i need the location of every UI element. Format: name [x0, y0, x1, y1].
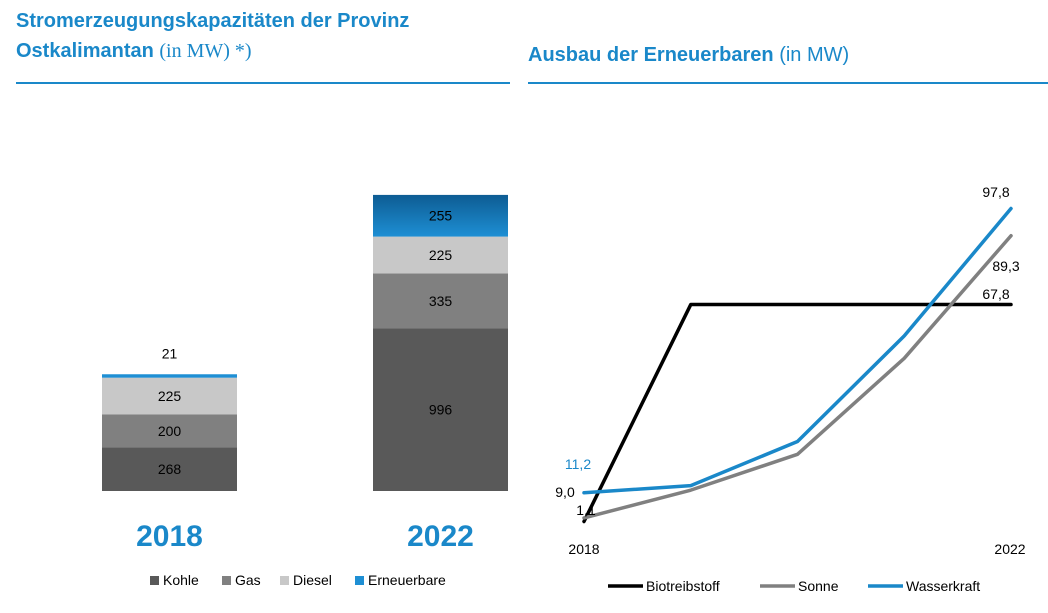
x-tick-label-2022: 2022	[994, 541, 1025, 557]
left-title-unit: (in MW) *)	[159, 40, 252, 62]
left-chart-title: Stromerzeugungskapazitäten der Provinz O…	[16, 6, 496, 66]
bar-kohle-2022	[373, 328, 508, 491]
x-tick-label-2018: 2018	[568, 541, 599, 557]
data-label-sonne-2022: 89,3	[992, 258, 1019, 274]
left-title-rule	[16, 82, 510, 84]
legend-swatch-diesel	[280, 576, 289, 585]
data-label-wasserkraft-2022: 97,8	[982, 184, 1009, 200]
data-label-erneuerbare-2018: 21	[162, 345, 178, 361]
left-title-line1: Stromerzeugungskapazitäten der Provinz	[16, 10, 410, 32]
right-chart-title: Ausbau der Erneuerbaren (in MW)	[528, 40, 1038, 70]
legend-swatch-gas	[222, 576, 231, 585]
data-label-gas-2018: 200	[158, 423, 182, 439]
data-label-kohle-2018: 268	[158, 461, 182, 477]
right-title-unit: (in MW)	[779, 44, 850, 66]
data-label-diesel-2018: 225	[158, 388, 182, 404]
bar-kohle-2018	[102, 447, 237, 491]
legend-label-diesel: Diesel	[293, 572, 332, 588]
legend-label-wasserkraft: Wasserkraft	[906, 578, 980, 594]
category-label-2018: 2018	[136, 520, 203, 553]
line-series-wasserkraft	[582, 206, 1013, 495]
bar-gas-2022	[373, 273, 508, 329]
data-label-gas-2022: 335	[429, 293, 453, 309]
legend-swatch-kohle	[150, 576, 159, 585]
data-label-diesel-2022: 225	[429, 247, 453, 263]
category-label-2022: 2022	[407, 520, 474, 553]
legend-label-biotreibstoff: Biotreibstoff	[646, 578, 720, 594]
bar-diesel-2022	[373, 236, 508, 274]
right-title-text: Ausbau der Erneuerbaren	[528, 44, 774, 66]
legend-swatch-erneuerbare	[355, 576, 364, 585]
legend-label-gas: Gas	[235, 572, 261, 588]
stacked-bar-chart: 268 200 225 21 2018 996 335 225 255 2022 Kohle Gas D…	[102, 194, 508, 588]
line-series-biotreibstoff	[582, 302, 1013, 524]
line-series-sonne	[582, 233, 1013, 520]
legend-label-kohle: Kohle	[163, 572, 199, 588]
data-label-kohle-2022: 996	[429, 402, 453, 418]
right-title-rule	[528, 82, 1048, 84]
bar-erneuerbare-2022	[373, 194, 508, 237]
data-label-biotreibstoff-2022: 67,8	[982, 286, 1009, 302]
annotation-wasserkraft: 11,2	[565, 456, 591, 472]
bar-diesel-2018	[102, 377, 237, 415]
bar-gas-2018	[102, 414, 237, 448]
legend-label-sonne: Sonne	[798, 578, 839, 594]
data-label-erneuerbare-2022: 255	[429, 208, 453, 224]
data-label-wasserkraft-2018: 9,0	[555, 484, 575, 500]
bar-erneuerbare-2018	[102, 374, 237, 378]
data-label-sonne-2018: 1,1	[576, 502, 596, 518]
left-title-line2: Ostkalimantan	[16, 40, 154, 62]
legend-label-erneuerbare: Erneuerbare	[368, 572, 446, 588]
